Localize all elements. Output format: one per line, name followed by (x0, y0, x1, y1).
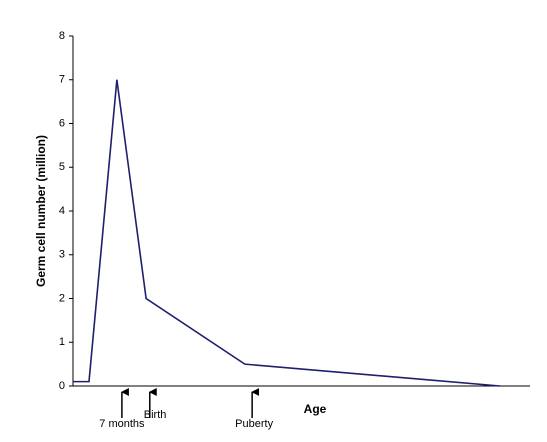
y-tick-label: 4 (59, 205, 65, 217)
annotation-label: Puberty (235, 418, 273, 430)
y-tick-label: 5 (59, 161, 65, 173)
y-tick-label: 8 (59, 30, 65, 42)
y-tick-label: 0 (59, 380, 65, 392)
y-axis-label: Germ cell number (million) (34, 135, 48, 287)
y-tick-label: 1 (59, 336, 65, 348)
data-line (73, 79, 500, 387)
y-tick-label: 2 (59, 292, 65, 304)
x-axis-label: Age (304, 402, 327, 416)
annotation-label: Birth (144, 409, 167, 421)
y-tick-label: 7 (59, 74, 65, 86)
annotation-label: 7 months (99, 418, 145, 430)
y-tick-label: 3 (59, 249, 65, 261)
y-tick-label: 6 (59, 117, 65, 129)
